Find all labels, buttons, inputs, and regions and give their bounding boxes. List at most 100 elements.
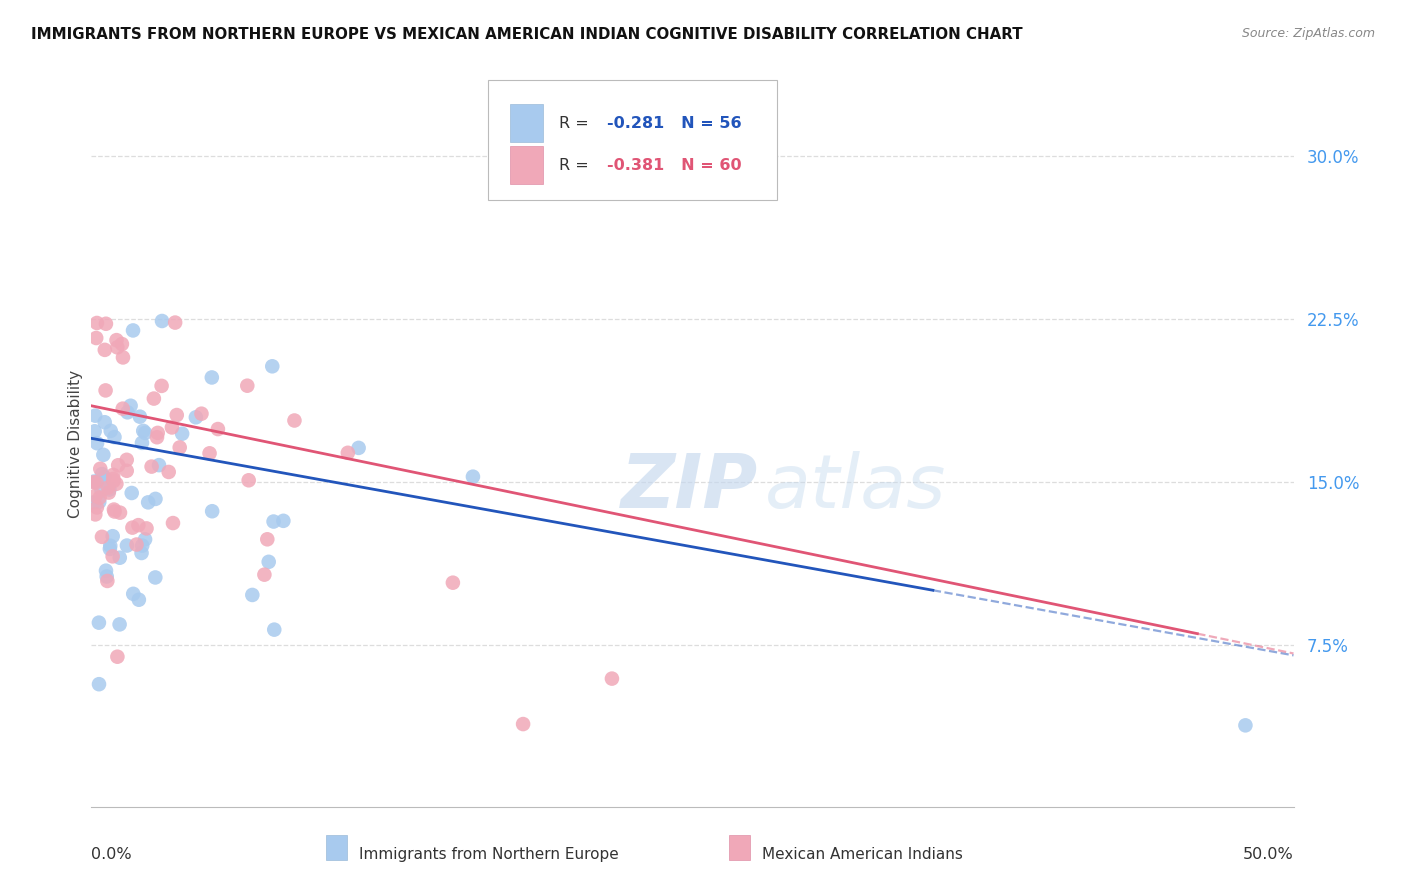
Point <box>103 467 125 482</box>
Point <box>263 623 285 637</box>
Point <box>240 588 263 602</box>
Point <box>262 359 284 374</box>
Point <box>89 462 111 476</box>
Point <box>1234 718 1257 732</box>
Point <box>96 574 118 588</box>
Point <box>89 491 111 505</box>
Point <box>91 530 114 544</box>
Point <box>160 420 183 434</box>
Point <box>83 425 105 439</box>
FancyBboxPatch shape <box>510 104 543 142</box>
Point <box>108 506 131 520</box>
Point <box>93 415 115 429</box>
Point <box>93 470 115 484</box>
Point <box>86 316 108 330</box>
Point <box>131 435 153 450</box>
Point <box>256 533 278 547</box>
Point <box>166 408 188 422</box>
Point <box>253 567 276 582</box>
Point <box>461 469 484 483</box>
Point <box>162 516 184 530</box>
Point <box>84 489 107 503</box>
Point <box>103 474 125 488</box>
Point <box>148 458 170 472</box>
Point <box>600 672 623 686</box>
Point <box>98 483 121 497</box>
Point <box>122 587 145 601</box>
Point <box>131 539 153 553</box>
Text: Mexican American Indians: Mexican American Indians <box>762 847 963 863</box>
Point <box>141 459 163 474</box>
Point <box>273 514 295 528</box>
Text: 50.0%: 50.0% <box>1243 847 1294 863</box>
Point <box>84 409 107 423</box>
Point <box>157 465 180 479</box>
Point <box>115 464 138 478</box>
Point <box>90 483 112 497</box>
Point <box>91 473 114 487</box>
FancyBboxPatch shape <box>510 146 543 184</box>
Point <box>134 425 156 440</box>
Point <box>94 564 117 578</box>
Text: atlas: atlas <box>765 451 946 524</box>
Point <box>142 392 165 406</box>
Point <box>145 491 167 506</box>
Point <box>184 410 207 425</box>
Point <box>96 569 118 583</box>
Text: R =: R = <box>560 116 593 131</box>
Point <box>94 317 117 331</box>
Point <box>146 425 169 440</box>
Point <box>105 333 128 347</box>
Point <box>101 549 124 564</box>
Point <box>111 401 134 416</box>
Point <box>84 331 107 345</box>
Point <box>120 399 142 413</box>
Point <box>108 617 131 632</box>
FancyBboxPatch shape <box>488 80 776 200</box>
Point <box>89 495 111 509</box>
Point <box>169 441 191 455</box>
Point <box>128 592 150 607</box>
Y-axis label: Cognitive Disability: Cognitive Disability <box>67 369 83 518</box>
Point <box>87 677 110 691</box>
Point <box>93 448 115 462</box>
Point <box>143 570 166 584</box>
Point <box>103 502 125 516</box>
Point <box>86 475 108 490</box>
Point <box>131 546 153 560</box>
Point <box>128 409 150 424</box>
Point <box>441 575 464 590</box>
Point <box>105 476 128 491</box>
Point <box>111 337 134 351</box>
Point <box>201 370 224 384</box>
Point <box>94 343 117 357</box>
Point <box>190 407 212 421</box>
Point <box>336 446 359 460</box>
Point <box>257 555 280 569</box>
Point <box>283 413 305 427</box>
Point <box>94 384 117 398</box>
FancyBboxPatch shape <box>326 835 347 860</box>
Point <box>132 424 155 438</box>
Point <box>117 405 139 419</box>
Point <box>172 426 194 441</box>
Point <box>125 537 148 551</box>
Point <box>121 520 143 534</box>
Point <box>115 452 138 467</box>
Point <box>165 316 187 330</box>
Point <box>127 518 149 533</box>
Point <box>105 340 128 354</box>
Point <box>108 550 131 565</box>
Point <box>107 458 129 473</box>
Point <box>512 717 534 731</box>
Point <box>263 515 285 529</box>
Point <box>86 436 108 450</box>
Point <box>107 649 129 664</box>
Point <box>100 424 122 438</box>
Point <box>83 495 105 509</box>
Text: -0.281   N = 56: -0.281 N = 56 <box>607 116 742 131</box>
Point <box>238 473 260 487</box>
Point <box>87 615 110 630</box>
Point <box>122 323 145 337</box>
FancyBboxPatch shape <box>728 835 751 860</box>
